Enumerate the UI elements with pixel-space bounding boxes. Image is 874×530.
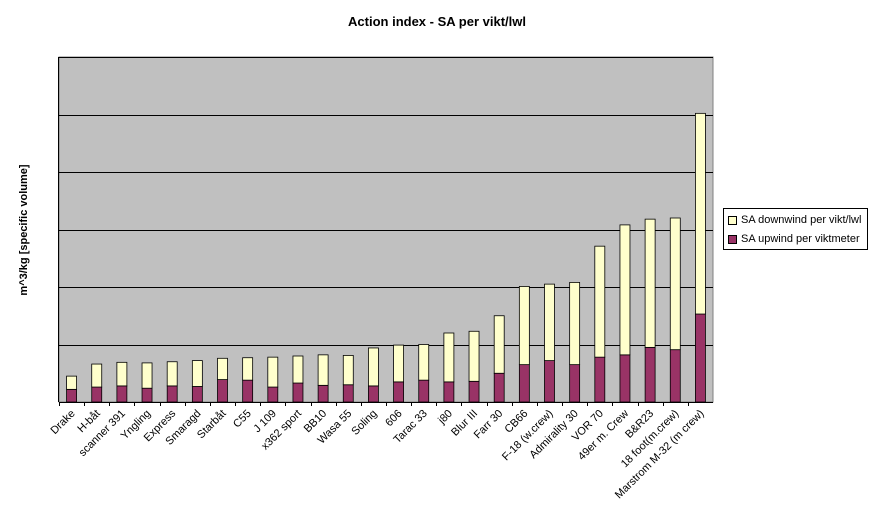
bar-downwind-22	[619, 224, 631, 356]
bar-downwind-10	[317, 354, 329, 386]
plot-area	[58, 56, 714, 403]
legend-label-downwind: SA downwind per vikt/lwl	[741, 214, 862, 226]
bar-downwind-15	[443, 332, 455, 383]
bar-upwind-1	[91, 386, 103, 403]
chart-title: Action index - SA per vikt/lwl	[348, 14, 526, 29]
bar-downwind-18	[518, 286, 530, 366]
bar-downwind-13	[393, 344, 404, 383]
bar-downwind-21	[594, 245, 606, 358]
x-tick-label-17: Farr 30	[472, 408, 506, 442]
x-tick-label-15: j80	[435, 408, 455, 428]
bar-upwind-6	[217, 379, 228, 403]
bar-downwind-24	[669, 217, 681, 351]
legend-swatch-downwind	[728, 215, 737, 225]
bar-upwind-14	[418, 379, 430, 403]
bar-downwind-14	[418, 344, 430, 381]
bar-upwind-23	[644, 346, 656, 403]
bar-downwind-20	[569, 281, 581, 366]
bar-upwind-0	[66, 388, 77, 403]
bar-downwind-9	[292, 355, 304, 384]
bar-downwind-16	[468, 330, 480, 382]
bar-upwind-9	[292, 382, 304, 403]
bar-downwind-7	[242, 357, 254, 381]
legend-label-upwind: SA upwind per viktmeter	[741, 233, 860, 245]
bar-upwind-21	[594, 356, 606, 403]
bar-upwind-17	[493, 372, 505, 403]
bar-upwind-4	[166, 385, 178, 403]
bar-downwind-2	[116, 361, 128, 387]
bar-upwind-10	[317, 384, 329, 403]
bar-upwind-24	[669, 349, 681, 403]
bar-upwind-8	[267, 386, 279, 403]
bar-upwind-2	[116, 385, 128, 403]
legend-item-upwind: SA upwind per viktmeter	[728, 233, 860, 245]
bar-downwind-0	[66, 375, 77, 390]
bar-downwind-25	[695, 112, 706, 315]
bar-upwind-13	[393, 381, 404, 403]
bar-downwind-19	[544, 283, 555, 361]
bar-downwind-6	[217, 357, 228, 380]
legend-swatch-upwind	[728, 234, 737, 244]
bar-upwind-15	[443, 381, 455, 403]
bar-upwind-3	[141, 387, 153, 403]
bar-upwind-19	[544, 360, 555, 403]
bar-upwind-25	[695, 313, 706, 403]
legend-item-downwind: SA downwind per vikt/lwl	[728, 214, 861, 226]
bar-downwind-5	[191, 360, 203, 387]
bar-upwind-16	[468, 380, 480, 403]
x-tick-label-12: Soling	[349, 408, 379, 438]
x-tick-label-6: Starbåt	[195, 408, 229, 442]
bar-upwind-12	[368, 385, 379, 403]
bar-downwind-12	[368, 347, 379, 387]
x-tick-label-0: Drake	[48, 408, 77, 437]
bar-upwind-22	[619, 354, 631, 403]
legend: SA downwind per vikt/lwl SA upwind per v…	[723, 208, 868, 250]
bar-upwind-5	[191, 386, 203, 403]
bar-downwind-23	[644, 218, 656, 348]
bar-upwind-18	[518, 364, 530, 403]
bar-downwind-3	[141, 362, 153, 389]
bar-upwind-11	[342, 384, 354, 403]
bar-upwind-7	[242, 379, 254, 403]
bar-upwind-20	[569, 364, 581, 403]
bar-downwind-11	[342, 355, 354, 386]
bar-downwind-8	[267, 356, 279, 388]
x-tick-label-13: 606	[383, 408, 404, 429]
bar-downwind-4	[166, 361, 178, 387]
bar-downwind-1	[91, 363, 103, 388]
bar-downwind-17	[493, 315, 505, 374]
